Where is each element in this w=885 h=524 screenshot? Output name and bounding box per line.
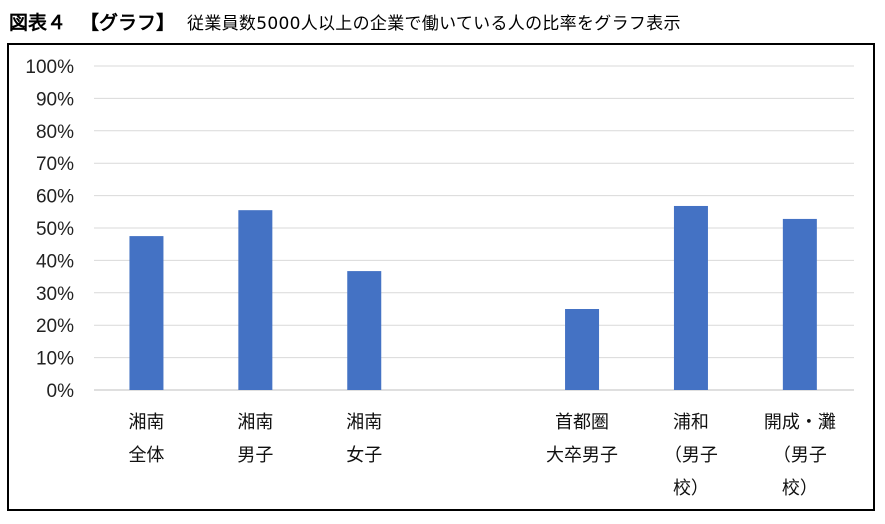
x-category-label: 湘南 [128,412,164,433]
x-category-label: 開成・灘 [764,412,836,433]
chart-frame [7,43,875,511]
bar [782,218,817,390]
y-tick-label: 40% [36,251,74,272]
x-category-label: 湘南 [237,412,273,433]
bar [347,271,382,390]
bar [673,205,708,390]
x-category-label: （男子 [664,445,718,466]
y-tick-label: 10% [36,349,74,370]
chart-heading: 図表４ 【グラフ】 従業員数5000人以上の企業で働いている人の比率をグラフ表示 [9,6,681,36]
bar [565,309,600,390]
y-tick-label: 90% [36,89,74,110]
y-tick-label: 50% [36,219,74,240]
y-tick-label: 60% [36,187,74,208]
bars [129,205,817,390]
chart-title: 従業員数5000人以上の企業で働いている人の比率をグラフ表示 [187,13,681,34]
x-category-label: 湘南 [346,412,382,433]
x-category-label: 男子 [237,445,273,466]
x-category-label: 首都圏 [555,412,609,433]
x-category-label: 全体 [128,445,164,466]
bar [129,236,164,390]
y-tick-label: 100% [25,57,74,78]
y-tick-label: 0% [47,381,75,402]
x-category-label: 校） [673,478,709,499]
y-axis: 0% 10% 20% 30% 40% 50% 60% 70% 80% 90% 100% [25,57,74,402]
y-tick-label: 70% [36,154,74,175]
x-category-label: 校） [782,478,818,499]
y-tick-label: 30% [36,284,74,305]
x-category-label: 浦和 [673,412,709,433]
x-category-label: （男子 [773,445,827,466]
y-tick-label: 20% [36,316,74,337]
x-category-label: 女子 [346,445,382,466]
figure-type: 【グラフ】 [80,11,176,34]
gridlines [94,65,854,391]
y-tick-label: 80% [36,122,74,143]
bar [238,210,273,390]
figure-label: 図表４ [9,11,67,34]
x-category-label: 大卒男子 [546,445,618,466]
